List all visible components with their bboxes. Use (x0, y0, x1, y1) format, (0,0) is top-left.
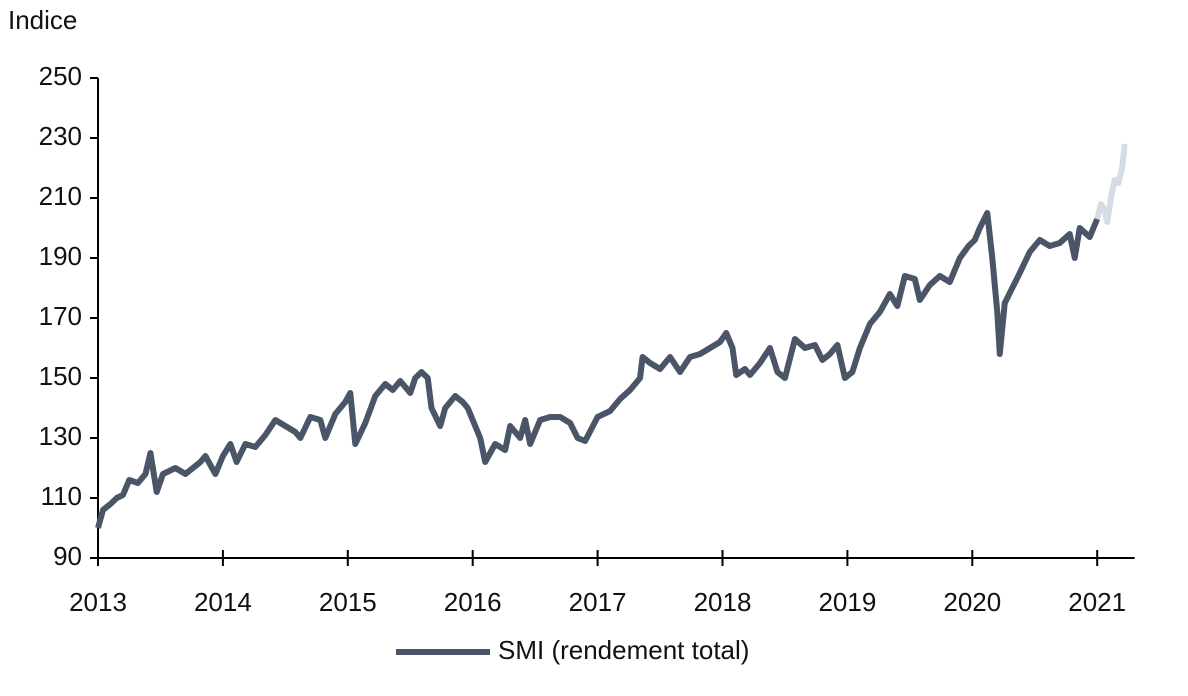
y-tick-label: 130 (39, 421, 82, 451)
y-tick-label: 230 (39, 121, 82, 151)
series-line (1094, 143, 1128, 225)
legend-label: SMI (rendement total) (498, 635, 749, 665)
y-tick-label: 210 (39, 181, 82, 211)
x-tick-label: 2019 (818, 587, 876, 617)
x-tick-label: 2015 (319, 587, 377, 617)
y-tick-label: 110 (41, 481, 82, 511)
y-tick-label: 90 (53, 541, 82, 571)
x-tick-label: 2020 (943, 587, 1001, 617)
y-tick-label: 150 (39, 361, 82, 391)
x-tick-label: 2017 (569, 587, 627, 617)
x-tick-label: 2021 (1068, 587, 1126, 617)
y-axis-label: Indice (8, 5, 77, 35)
x-tick-label: 2018 (694, 587, 752, 617)
x-tick-label: 2014 (194, 587, 252, 617)
x-tick-label: 2013 (69, 587, 127, 617)
y-tick-label: 170 (39, 301, 82, 331)
series-line (95, 210, 1100, 529)
x-tick-label: 2016 (444, 587, 502, 617)
y-tick-label: 190 (39, 241, 82, 271)
y-tick-label: 250 (39, 61, 82, 91)
